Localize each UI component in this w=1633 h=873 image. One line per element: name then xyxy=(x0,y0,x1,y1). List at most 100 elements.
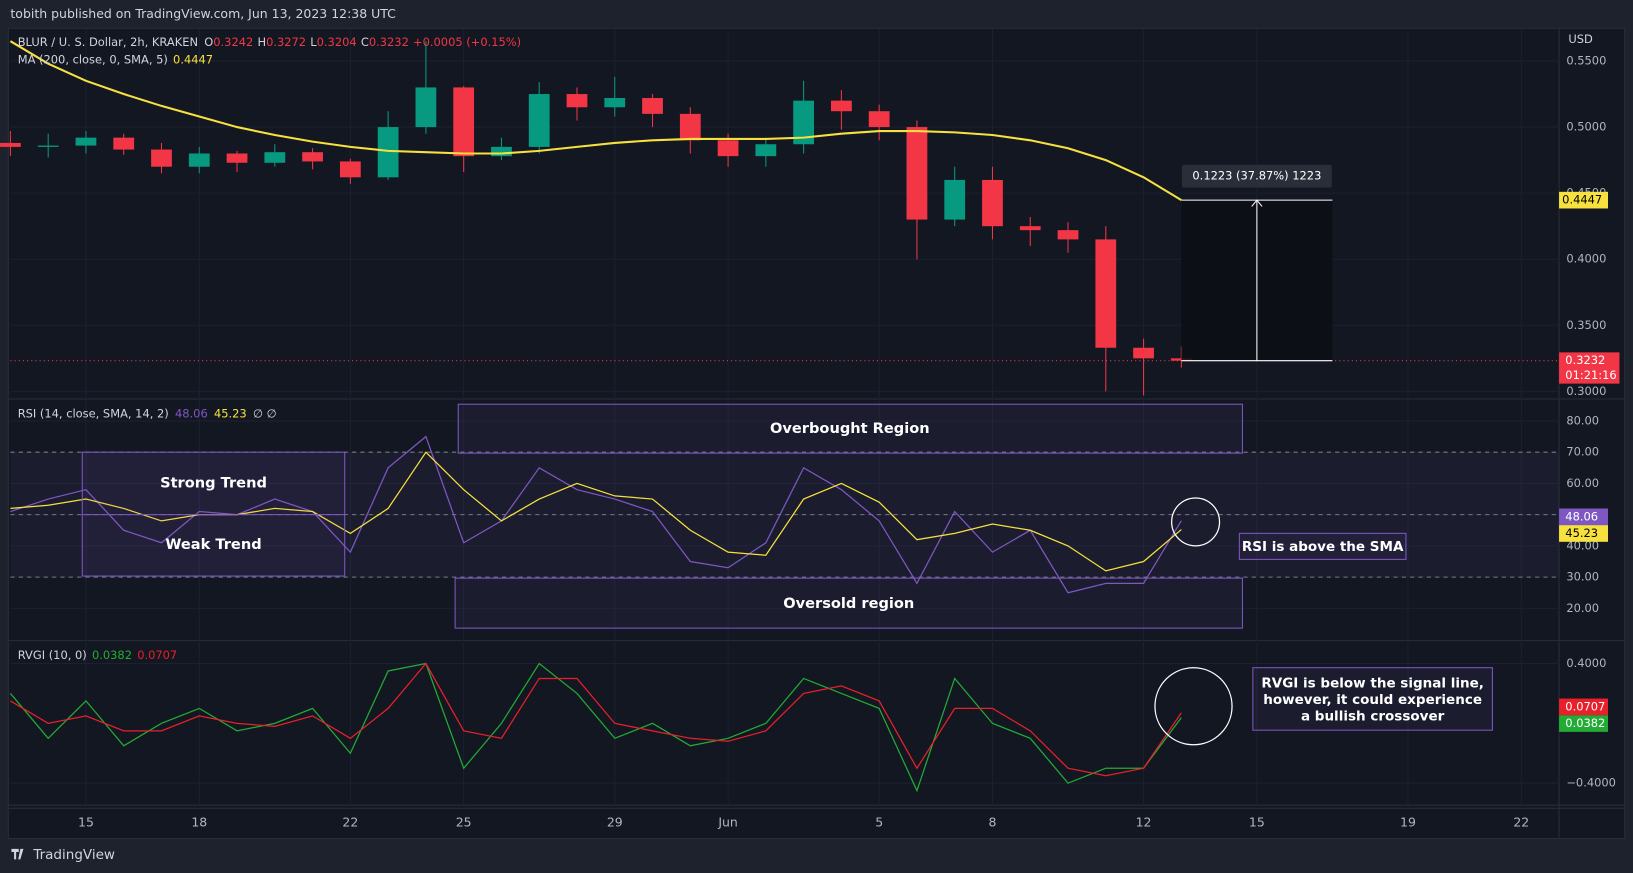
annotation: however, it could experience xyxy=(1263,692,1482,708)
candle-body xyxy=(113,137,135,150)
candle-body xyxy=(415,87,437,128)
rvgi-value: 0.0382 xyxy=(92,648,132,662)
close-value: 0.3232 xyxy=(369,34,409,48)
x-tick-label: 15 xyxy=(1249,814,1265,829)
rsi-line xyxy=(10,435,1182,594)
ohlc-label: L xyxy=(310,34,317,48)
candle-body xyxy=(1095,239,1117,348)
rvgi-name: RVGI (10, 0) xyxy=(18,648,87,662)
currency: USD xyxy=(1568,32,1593,46)
y-tick-label: 0.3500 xyxy=(1566,318,1606,332)
x-tick-label: 25 xyxy=(456,814,472,829)
annotation: Weak Trend xyxy=(165,536,261,553)
plot-layer xyxy=(0,28,1625,839)
sma-badge xyxy=(1559,525,1609,542)
candle-body xyxy=(868,111,890,128)
rsi-badge xyxy=(1559,508,1609,526)
rsi-badge-value: 48.06 xyxy=(1565,509,1598,523)
price-badge-countdown: 01:21:16 xyxy=(1565,368,1616,382)
candle-body xyxy=(188,153,210,167)
signal-value: 0.0707 xyxy=(137,648,177,662)
y-tick-label: 0.5000 xyxy=(1566,120,1606,134)
symbol: BLUR / U. S. Dollar, 2h, KRAKEN xyxy=(18,34,198,48)
candle-body xyxy=(982,179,1003,227)
highlight-circle xyxy=(1171,497,1221,547)
measure-label: 0.1223 (37.87%) 1223 xyxy=(1192,169,1321,183)
high-value: 0.3272 xyxy=(266,34,306,48)
price-badge-value: 0.3232 xyxy=(1565,353,1605,367)
annotation: RSI is above the SMA xyxy=(1242,539,1404,555)
candle-body xyxy=(906,127,928,220)
rsi-sma-value: 45.23 xyxy=(214,406,247,420)
candle-body xyxy=(1057,230,1079,240)
candle-body xyxy=(491,146,512,157)
y-tick-label: 70.00 xyxy=(1566,445,1599,459)
ma-legend: MA (200, close, 0, SMA, 5) 0.4447 xyxy=(18,52,213,66)
open-value: 0.3242 xyxy=(213,34,253,48)
annotation: RVGI is below the signal line, xyxy=(1261,675,1484,691)
overbought-box xyxy=(457,403,1243,454)
ohlc-label: C xyxy=(361,34,369,48)
candle-body xyxy=(377,127,399,178)
measure-arrowhead xyxy=(1251,199,1263,207)
y-tick-label: −0.4000 xyxy=(1566,776,1616,790)
rsi-value: 48.06 xyxy=(175,406,208,420)
candle-body xyxy=(566,94,588,108)
x-tick-label: Jun xyxy=(717,814,738,829)
annotation: Overbought Region xyxy=(770,420,930,437)
change: +0.0005 (+0.15%) xyxy=(413,34,521,48)
measure-label-box xyxy=(1181,164,1332,188)
publisher: tobith published on TradingView.com, Jun… xyxy=(10,6,396,21)
rsi-flags: ∅ ∅ xyxy=(253,406,277,420)
candle-body xyxy=(302,152,323,162)
candle-body xyxy=(717,140,739,157)
candle-body xyxy=(679,113,701,141)
ma-line xyxy=(9,40,1182,202)
y-tick-label: 40.00 xyxy=(1566,538,1599,552)
chart-area xyxy=(7,27,1626,840)
x-tick-label: 22 xyxy=(1513,814,1529,829)
candle-body xyxy=(755,144,777,157)
low-value: 0.3204 xyxy=(317,34,357,48)
candle-body xyxy=(226,153,248,163)
rsi-name: RSI (14, close, SMA, 14, 2) xyxy=(18,406,169,420)
x-tick-label: 22 xyxy=(342,814,358,829)
y-tick-label: 0.3000 xyxy=(1566,384,1606,398)
signal-line xyxy=(10,662,1182,777)
y-tick-label: 30.00 xyxy=(1566,570,1599,584)
overlay-layer: 15 18 22 25 29 Jun 5 8 12 15 19 22 0.3000 0.3500 0.400… xyxy=(78,54,1620,829)
ma-name: MA (200, close, 0, SMA, 5) xyxy=(18,52,168,66)
price-legend: BLUR / U. S. Dollar, 2h, KRAKEN O0.3242 H0… xyxy=(18,34,521,48)
oversold-box xyxy=(454,577,1243,629)
x-tick-label: 15 xyxy=(78,814,94,829)
x-tick-label: 5 xyxy=(875,814,883,829)
x-tick-label: 29 xyxy=(607,814,623,829)
ohlc-label: O xyxy=(204,34,213,48)
highlight-circle xyxy=(1154,667,1233,746)
candle-body xyxy=(831,100,852,112)
candle-body xyxy=(453,87,475,157)
candle-body xyxy=(528,94,550,147)
rvgi-badge xyxy=(1559,715,1609,732)
y-tick-label: 0.4000 xyxy=(1566,656,1606,670)
signal-badge-value: 0.0707 xyxy=(1565,699,1605,713)
y-tick-label: 60.00 xyxy=(1566,476,1599,490)
rvgi-badge-value: 0.0382 xyxy=(1565,716,1605,730)
ma-value: 0.4447 xyxy=(173,52,213,66)
annotation: a bullish crossover xyxy=(1301,709,1445,725)
footer-brand: TradingView xyxy=(32,847,115,863)
y-tick-label: 80.00 xyxy=(1566,413,1599,427)
x-tick-label: 18 xyxy=(191,814,207,829)
rvgi-legend: RVGI (10, 0) 0.0382 0.0707 xyxy=(18,648,178,662)
ma-badge xyxy=(1559,191,1609,209)
price-badge xyxy=(1559,352,1620,384)
candle-body xyxy=(0,142,21,147)
y-tick-label: 0.4000 xyxy=(1566,252,1606,266)
x-tick-label: 8 xyxy=(989,814,997,829)
y-tick-label: 0.5500 xyxy=(1566,54,1606,68)
sma-badge-value: 45.23 xyxy=(1565,526,1598,540)
candle-body xyxy=(944,179,966,220)
candle-body xyxy=(1133,347,1154,359)
candle-body xyxy=(642,98,663,114)
